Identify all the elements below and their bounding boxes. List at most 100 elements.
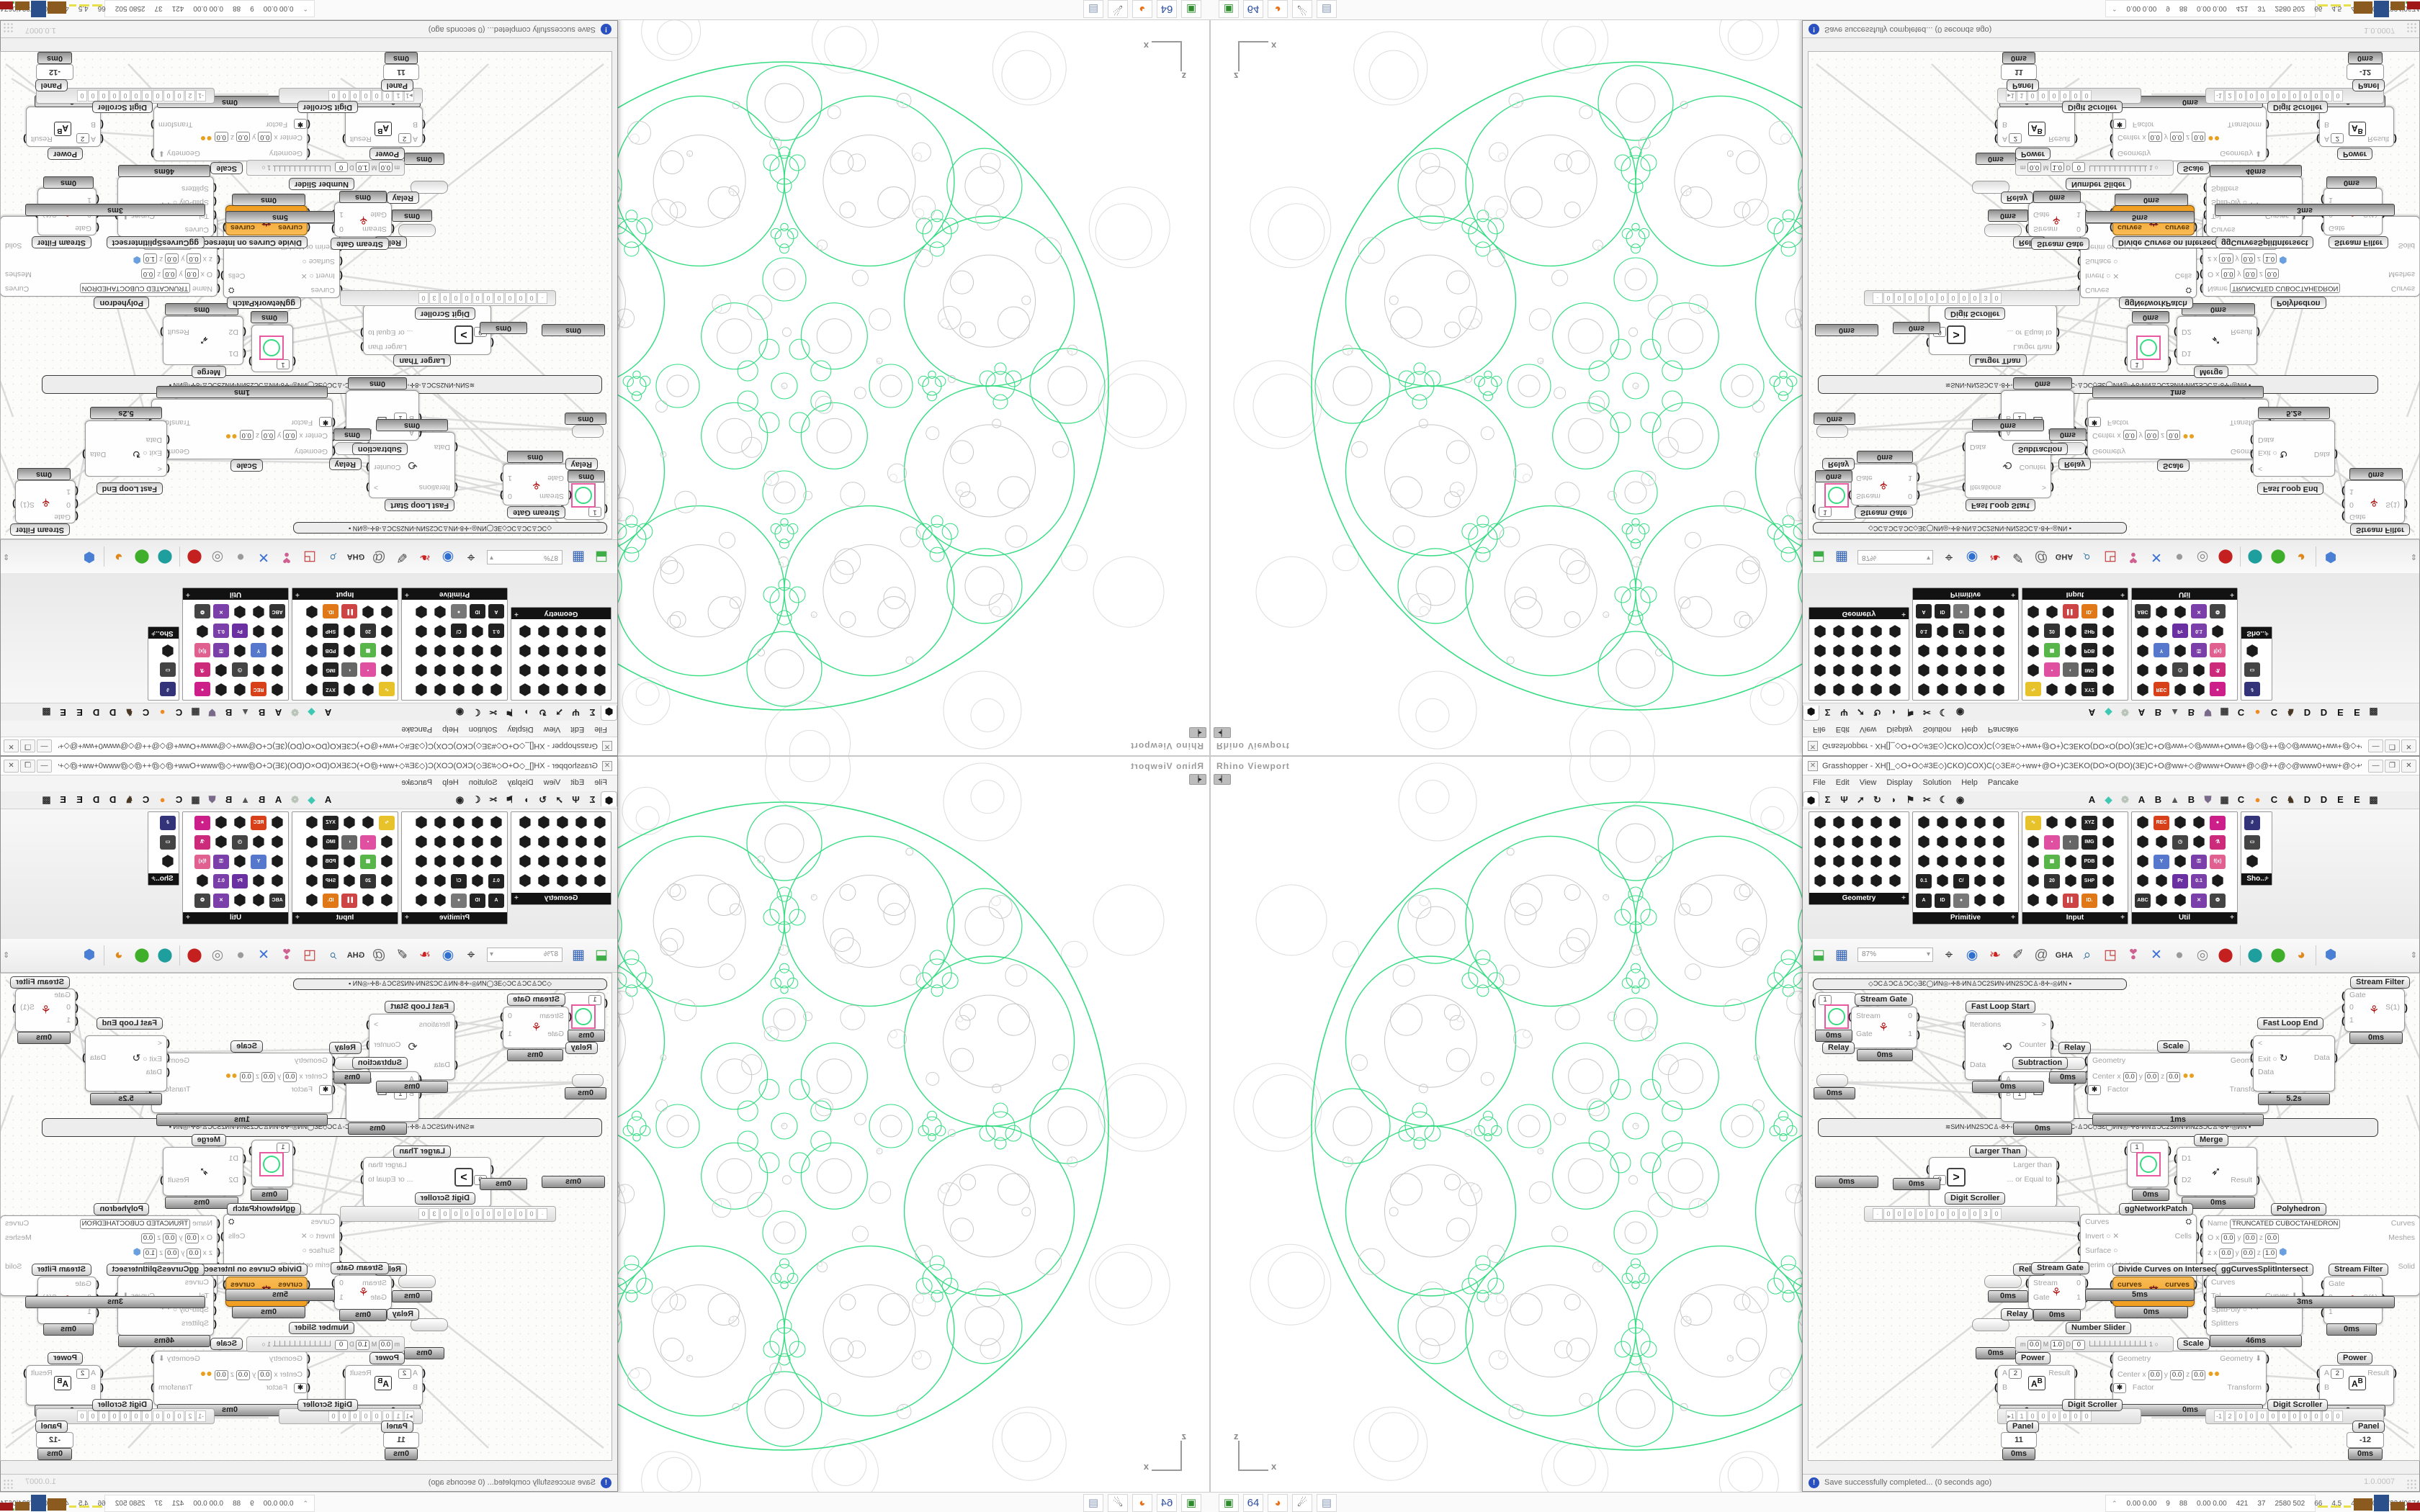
minimize-button[interactable]: —: [37, 739, 52, 752]
taskbar-thumbnail[interactable]: [2374, 1, 2389, 17]
toolbar-overflow-icon[interactable]: ⇕: [2410, 552, 2417, 561]
component-icon[interactable]: ⚗: [193, 833, 212, 852]
relay-node[interactable]: [572, 1074, 604, 1087]
nickname-capsule-fast-loop-start[interactable]: Fast Loop Start: [1966, 499, 2035, 511]
menu-help[interactable]: Help: [1961, 725, 1978, 734]
tab-addon-5[interactable]: ▲: [2170, 707, 2179, 718]
component-icon[interactable]: ⬢: [1935, 814, 1950, 831]
component-icon[interactable]: Y: [249, 640, 268, 660]
component-icon[interactable]: ⬢: [574, 662, 588, 678]
nickname-capsule-panel[interactable]: Panel: [35, 79, 68, 91]
component-icon[interactable]: 20: [359, 621, 377, 640]
component-icon[interactable]: ⬢: [537, 873, 551, 889]
component-icon[interactable]: ⬢: [2154, 603, 2169, 620]
taskbar-thumbnail[interactable]: [69, 4, 76, 6]
component-icon[interactable]: ⬢: [361, 681, 375, 698]
taskbar-thumbnail[interactable]: [79, 4, 89, 6]
tab-left-6[interactable]: ⚑: [505, 794, 514, 805]
nickname-capsule-scale[interactable]: Scale: [230, 1040, 263, 1053]
taskbar-thumbnail[interactable]: [79, 1506, 89, 1508]
component-icon[interactable]: ⬢: [2026, 834, 2040, 850]
tab-left-9[interactable]: ◉: [455, 794, 465, 805]
component-icon[interactable]: ⬢: [380, 834, 394, 850]
component-icon[interactable]: ❂: [193, 601, 212, 621]
tab-addon-2[interactable]: ❁: [291, 794, 299, 805]
gh-node-circle1[interactable]: ()1: [248, 1140, 296, 1187]
gh-canvas[interactable]: ◇ƆC♙ƆC♙ƆC◇ƎƐ◯ИN◎◦✛8◦ИN♙ƆC2SИN◦ИN2SƆC♙◦8✛…: [0, 51, 612, 539]
nickname-capsule-larger-than[interactable]: Larger Than: [393, 354, 451, 366]
display-green-icon[interactable]: ⬤: [134, 948, 150, 963]
nickname-capsule-digit-scroller[interactable]: Digit Scroller: [1945, 1192, 2006, 1205]
component-icon[interactable]: Pr: [2171, 621, 2190, 640]
taskbar-thumbnail[interactable]: [15, 1, 30, 10]
component-icon[interactable]: ⬢: [380, 642, 394, 659]
ribbon-panel-label[interactable]: Geometry +: [511, 608, 611, 619]
component-icon[interactable]: ⬢: [2173, 814, 2187, 831]
ribbon-panel-label[interactable]: Primitive +: [1913, 912, 2018, 924]
component-icon[interactable]: C/: [449, 872, 468, 891]
component-icon[interactable]: ⬢: [2101, 853, 2115, 870]
component-icon[interactable]: ⬢: [251, 834, 266, 850]
component-icon[interactable]: ⬢: [1973, 892, 1987, 909]
menu-display[interactable]: Display: [1886, 778, 1913, 787]
nickname-capsule-subtraction[interactable]: Subtraction: [2012, 443, 2069, 455]
close-button[interactable]: ✕: [2401, 760, 2416, 773]
tab-left-0[interactable]: ⬢: [1803, 791, 1819, 806]
menu-solution[interactable]: Solution: [1922, 778, 1952, 787]
component-icon[interactable]: ⬢: [1850, 814, 1865, 831]
tab-left-0[interactable]: ⬢: [601, 706, 617, 721]
component-icon[interactable]: ⬢: [470, 834, 485, 850]
component-icon[interactable]: ⬢: [1917, 814, 1931, 831]
ribbon-panel-label[interactable]: Sho... +: [148, 873, 179, 885]
component-icon[interactable]: ⬢: [1813, 873, 1827, 889]
tab-addon-10[interactable]: ●: [159, 794, 166, 805]
nickname-capsule-fast-loop-end[interactable]: Fast Loop End: [96, 1017, 163, 1030]
component-icon[interactable]: ⬢: [1813, 853, 1827, 870]
nickname-capsule-panel[interactable]: Panel: [35, 1421, 68, 1433]
tab-addon-10[interactable]: ●: [2254, 707, 2261, 718]
component-icon[interactable]: Pr: [2171, 872, 2190, 891]
tab-addon-0[interactable]: A: [2088, 707, 2096, 718]
viewport-dock-button[interactable]: ◂▏: [1214, 774, 1231, 785]
nickname-capsule-relay[interactable]: Relay: [386, 192, 419, 204]
taskbar-thumbnail[interactable]: [2354, 1, 2372, 14]
component-icon[interactable]: ⬢: [1935, 681, 1950, 698]
component-icon[interactable]: ⬢: [433, 873, 447, 889]
component-icon[interactable]: ⬢: [251, 623, 266, 639]
tab-addon-8[interactable]: ▦: [191, 707, 200, 718]
ribbon-panel-label[interactable]: Input +: [292, 588, 398, 600]
component-icon[interactable]: ⬢: [2173, 853, 2187, 870]
preview-eye-icon[interactable]: ◉: [1966, 549, 1978, 564]
nickname-capsule-merge[interactable]: Merge: [2194, 1134, 2229, 1146]
component-icon[interactable]: ⬢: [1973, 873, 1987, 889]
component-icon[interactable]: ⬢: [380, 892, 394, 909]
gh-node-circle1[interactable]: ()1: [248, 325, 296, 372]
nickname-capsule-ggnetworkpatch[interactable]: ggNetworkPatch: [2119, 297, 2193, 309]
app-green-icon[interactable]: ▣: [1181, 1494, 1201, 1512]
nickname-capsule-panel[interactable]: Panel: [2352, 79, 2385, 91]
nickname-capsule-stream-filter[interactable]: Stream Filter: [2329, 236, 2389, 248]
ribbon-panel-label[interactable]: Util +: [2132, 912, 2237, 924]
component-icon[interactable]: f(x): [193, 640, 212, 660]
component-icon[interactable]: ⬢: [233, 853, 247, 870]
component-icon[interactable]: ⬢: [470, 662, 485, 678]
component-icon[interactable]: ⬢: [414, 814, 429, 831]
tab-addon-10[interactable]: ●: [2254, 794, 2261, 805]
component-icon[interactable]: ⬢: [518, 662, 532, 678]
component-icon[interactable]: ⬢: [270, 681, 284, 698]
nickname-capsule-larger-than[interactable]: Larger Than: [393, 1146, 451, 1158]
gh-node-scale[interactable]: (Geometry Geometry ⬇)(Center x 0.0 y 0.0 …: [2110, 1351, 2269, 1405]
tab-addon-3[interactable]: A: [2138, 707, 2146, 718]
component-icon[interactable]: ⬢: [270, 873, 284, 889]
component-icon[interactable]: ⬢: [433, 814, 447, 831]
component-icon[interactable]: ◐: [2061, 833, 2080, 852]
zoom-extents-icon[interactable]: ⌖: [1945, 948, 1953, 963]
component-icon[interactable]: ●: [193, 679, 212, 698]
component-icon[interactable]: ⬢: [414, 623, 429, 639]
tab-addon-4[interactable]: B: [2154, 707, 2162, 718]
wire-flame-icon[interactable]: ❧: [1989, 549, 2001, 564]
ribbon-panel-label[interactable]: Primitive +: [1913, 588, 2018, 600]
nickname-capsule-merge[interactable]: Merge: [2194, 366, 2229, 378]
